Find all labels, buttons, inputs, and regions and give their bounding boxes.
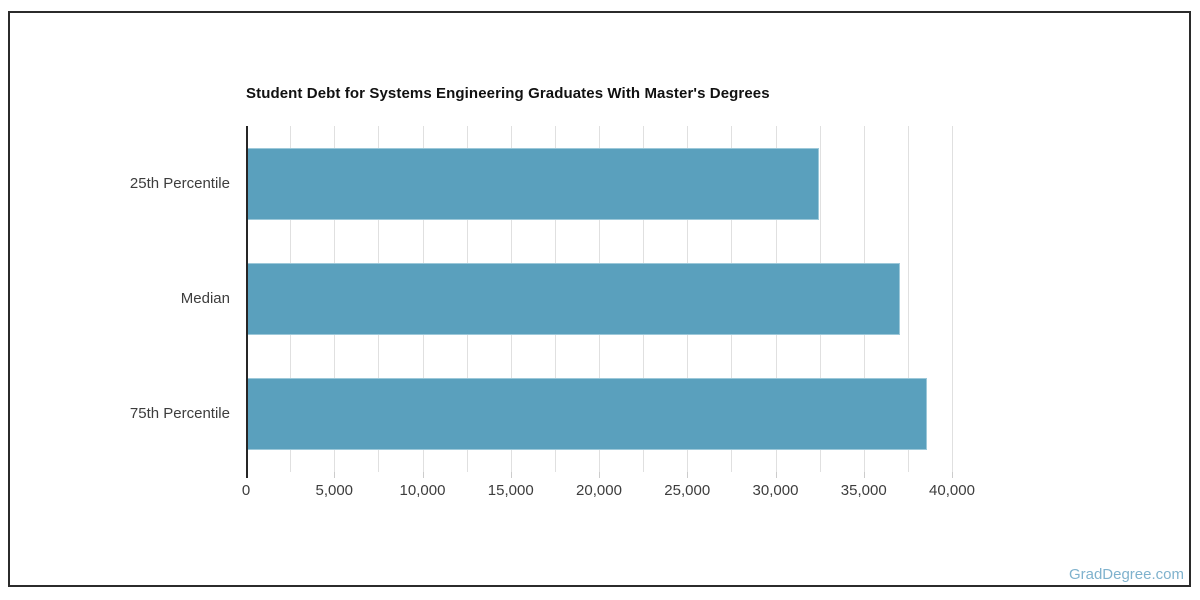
- bar-75th-percentile: [247, 378, 927, 451]
- category-label: 75th Percentile: [129, 405, 230, 423]
- x-tick-mark: [334, 472, 336, 478]
- plot-area: [246, 126, 1006, 472]
- x-tick-label: 5,000: [315, 482, 354, 499]
- bar-median: [247, 263, 901, 335]
- x-tick-label: 15,000: [487, 482, 534, 499]
- x-tick-mark: [422, 472, 424, 478]
- gridline: [907, 126, 909, 472]
- x-tick-label: 0: [241, 482, 251, 499]
- x-tick-mark: [687, 472, 689, 478]
- x-tick-label: 25,000: [664, 482, 711, 499]
- x-tick-label: 30,000: [752, 482, 799, 499]
- category-label: Median: [180, 290, 230, 307]
- x-tick-label: 20,000: [576, 482, 622, 499]
- x-tick-mark: [599, 472, 600, 478]
- watermark-link[interactable]: GradDegree.com: [1068, 566, 1184, 583]
- x-tick-mark: [510, 472, 512, 478]
- x-tick-label: 10,000: [399, 482, 446, 499]
- x-tick-mark: [952, 472, 953, 478]
- x-tick-mark: [775, 472, 777, 478]
- chart-title: Student Debt for Systems Engineering Gra…: [246, 85, 770, 102]
- x-tick-label: 40,000: [929, 482, 975, 499]
- x-tick-label: 35,000: [840, 482, 887, 499]
- x-tick-mark: [863, 472, 865, 478]
- bar-25th-percentile: [247, 147, 819, 220]
- gridline: [952, 126, 953, 472]
- y-axis-line: [246, 126, 248, 478]
- category-label: 25th Percentile: [129, 174, 230, 192]
